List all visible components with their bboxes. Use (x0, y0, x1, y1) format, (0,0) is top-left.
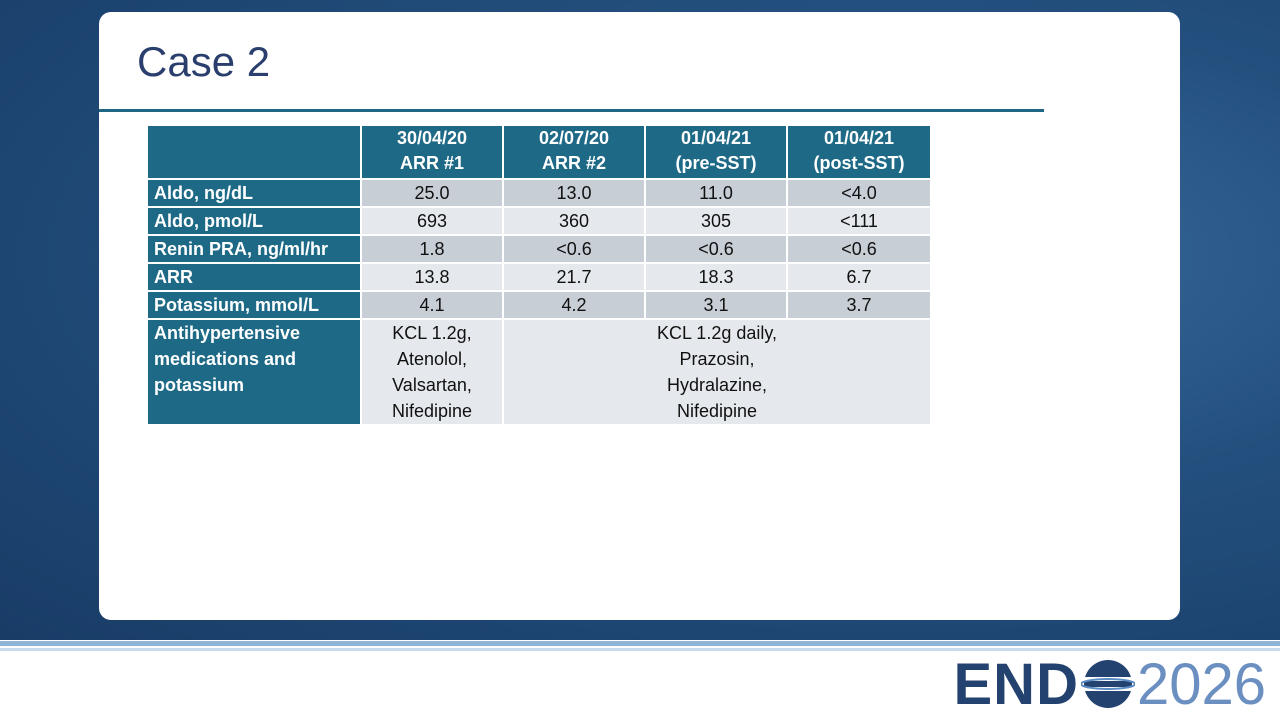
slide-title: Case 2 (137, 38, 271, 85)
cell-line: 30/04/20 (396, 128, 468, 148)
cell-line: 13.0 (556, 183, 592, 203)
cell-line: ARR #2 (541, 153, 607, 173)
table-cell: 4.1 (362, 292, 504, 320)
table-cell: 693 (362, 208, 504, 236)
row-label: Renin PRA, ng/ml/hr (148, 236, 362, 264)
table-cell: 360 (504, 208, 646, 236)
cell-line: Atenolol, (396, 349, 468, 369)
cell-line: ARR (154, 267, 193, 287)
table-cell: <0.6 (788, 236, 932, 264)
row-label: Aldo, ng/dL (148, 180, 362, 208)
title-rule (99, 109, 1044, 112)
cell-line: <111 (840, 211, 878, 231)
cell-line: 01/04/21 (680, 128, 752, 148)
table-cell: <4.0 (788, 180, 932, 208)
cell-line: Hydralazine, (666, 375, 768, 395)
table-row: ARR 13.8 21.7 18.3 6.7 (148, 264, 932, 292)
table-cell: 13.0 (504, 180, 646, 208)
table-cell: <0.6 (504, 236, 646, 264)
cell-line: potassium (154, 375, 245, 395)
cell-line: Nifedipine (391, 401, 473, 421)
cell-line: 3.1 (703, 295, 729, 315)
cell-line: 01/04/21 (823, 128, 895, 148)
table-cell: 3.1 (646, 292, 788, 320)
cell-line: KCL 1.2g daily, (656, 323, 778, 343)
footer-band (0, 648, 1280, 651)
cell-line: 6.7 (846, 267, 872, 287)
header-cell: 01/04/21 (pre-SST) (646, 126, 788, 180)
row-label: Antihypertensive medications and potassium (148, 320, 362, 426)
cell-line: Aldo, ng/dL (154, 183, 253, 203)
cell-line: 4.1 (419, 295, 445, 315)
cell-line: (pre-SST) (675, 153, 757, 173)
cell-line: <0.6 (841, 239, 877, 259)
cell-line: 1.8 (419, 239, 445, 259)
header-cell: 02/07/20 ARR #2 (504, 126, 646, 180)
logo-text: 2026 (1136, 651, 1266, 717)
table-cell: 18.3 (646, 264, 788, 292)
data-table: 30/04/20 ARR #1 02/07/20 ARR #2 01/04/21 (pre… (148, 126, 932, 426)
table-cell: 13.8 (362, 264, 504, 292)
cell-line: <0.6 (698, 239, 734, 259)
cell-line: <0.6 (556, 239, 592, 259)
cell-line: Potassium, mmol/L (154, 295, 320, 315)
cell-line: 02/07/20 (538, 128, 610, 148)
table-cell: 21.7 (504, 264, 646, 292)
table-cell: <111 (788, 208, 932, 236)
table-cell: 1.8 (362, 236, 504, 264)
header-row: 30/04/20 ARR #1 02/07/20 ARR #2 01/04/21 (pre… (148, 126, 932, 180)
table-cell: KCL 1.2g, Atenolol, Valsartan, Nifedipine (362, 320, 504, 426)
table-cell: 3.7 (788, 292, 932, 320)
cell-line: (post-SST) (813, 153, 905, 173)
table-cell: 11.0 (646, 180, 788, 208)
cell-line: 25.0 (414, 183, 450, 203)
header-cell (148, 126, 362, 180)
table-cell: 25.0 (362, 180, 504, 208)
cell-line: medications and (154, 349, 297, 369)
cell-line: ARR #1 (399, 153, 465, 173)
table-cell: 305 (646, 208, 788, 236)
cell-line: Renin PRA, ng/ml/hr (154, 239, 329, 259)
cell-line: Aldo, pmol/L (154, 211, 263, 231)
cell-line: Nifedipine (676, 401, 758, 421)
cell-line: 305 (700, 211, 732, 231)
cell-line: 360 (558, 211, 590, 231)
cell-line: 4.2 (561, 295, 587, 315)
logo: END 2026 (954, 652, 1267, 717)
cell-line: 693 (416, 211, 448, 231)
table-row: Aldo, ng/dL 25.0 13.0 11.0 <4.0 (148, 180, 932, 208)
cell-line: Prazosin, (679, 349, 755, 369)
header-cell: 30/04/20 ARR #1 (362, 126, 504, 180)
footer-band (0, 641, 1280, 646)
table-cell: <0.6 (646, 236, 788, 264)
cell-line: Valsartan, (392, 375, 472, 395)
table-row: Renin PRA, ng/ml/hr 1.8 <0.6 <0.6 <0.6 (148, 236, 932, 264)
header-cell: 01/04/21 (post-SST) (788, 126, 932, 180)
table-row: Potassium, mmol/L 4.1 4.2 3.1 3.7 (148, 292, 932, 320)
logo-globe (1080, 660, 1135, 708)
cell-line: 13.8 (414, 267, 450, 287)
cell-line: 11.0 (699, 183, 733, 203)
table-row: Antihypertensive medications and potassium… (148, 320, 932, 426)
table-cell: KCL 1.2g daily, Prazosin, Hydralazine, Nife… (504, 320, 932, 426)
table-row: Aldo, pmol/L 693 360 305 <111 (148, 208, 932, 236)
cell-line: 18.3 (698, 267, 734, 287)
cell-line: Antihypertensive (154, 323, 301, 343)
cell-line: 21.7 (556, 267, 592, 287)
cell-line: 3.7 (846, 295, 872, 315)
table-cell: 4.2 (504, 292, 646, 320)
cell-line: <4.0 (841, 183, 877, 203)
cell-line: KCL 1.2g, (392, 323, 472, 343)
row-label: ARR (148, 264, 362, 292)
table-cell: 6.7 (788, 264, 932, 292)
row-label: Aldo, pmol/L (148, 208, 362, 236)
row-label: Potassium, mmol/L (148, 292, 362, 320)
logo-text: END (953, 651, 1079, 717)
